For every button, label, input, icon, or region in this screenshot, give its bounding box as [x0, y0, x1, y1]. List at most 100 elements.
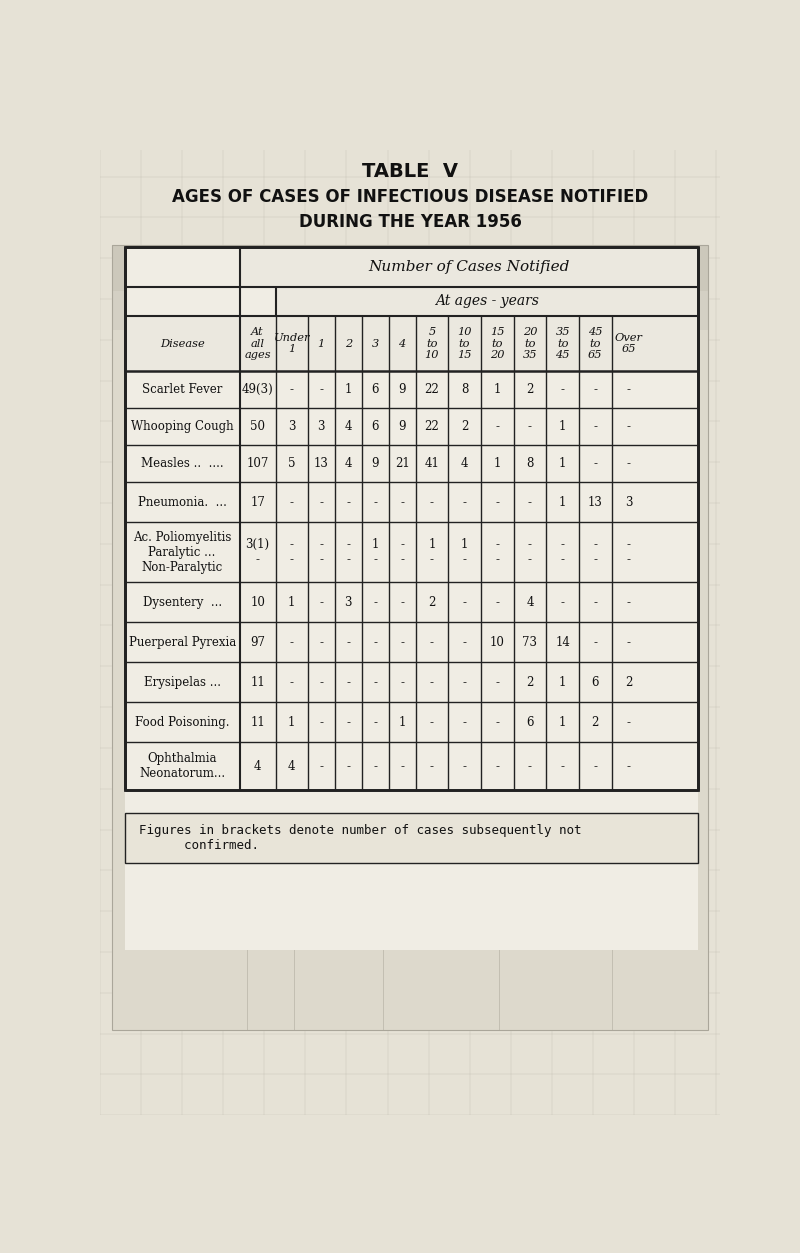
Text: 2: 2	[526, 383, 534, 396]
Text: Ac. Poliomyelitis
Paralytic ...
Non-Paralytic: Ac. Poliomyelitis Paralytic ... Non-Para…	[133, 531, 231, 574]
Text: Measles ..  ....: Measles .. ....	[141, 457, 223, 470]
Bar	[125, 316, 698, 371]
Text: 41: 41	[425, 457, 439, 470]
Text: -: -	[627, 596, 631, 609]
Text: 1: 1	[494, 457, 501, 470]
Text: 1: 1	[559, 420, 566, 434]
Text: Dysentery  ...: Dysentery ...	[142, 596, 222, 609]
Text: -: -	[319, 675, 323, 689]
Text: -: -	[594, 420, 598, 434]
Text: -: -	[495, 759, 499, 773]
Text: -: -	[290, 383, 294, 396]
Text: -: -	[627, 420, 631, 434]
Text: 14: 14	[555, 635, 570, 649]
Text: -: -	[495, 420, 499, 434]
Bar	[112, 246, 708, 1030]
Text: -: -	[319, 635, 323, 649]
Text: Ophthalmia
Neonatorum...: Ophthalmia Neonatorum...	[139, 752, 226, 781]
Text: 4: 4	[288, 759, 295, 773]
Text: 1: 1	[318, 338, 325, 348]
Text: 6: 6	[371, 383, 379, 396]
Text: DURING THE YEAR 1956: DURING THE YEAR 1956	[298, 213, 522, 231]
Text: 50: 50	[250, 420, 265, 434]
Text: -: -	[346, 675, 350, 689]
Text: 1: 1	[288, 715, 295, 729]
Text: -: -	[594, 759, 598, 773]
Text: -
-: - -	[627, 539, 631, 566]
Text: 8: 8	[526, 457, 534, 470]
Text: 6: 6	[371, 420, 379, 434]
Text: -: -	[319, 715, 323, 729]
Text: Pneumonia.  ...: Pneumonia. ...	[138, 496, 226, 509]
Text: -: -	[462, 715, 466, 729]
Text: -: -	[462, 496, 466, 509]
Text: -: -	[373, 496, 377, 509]
Text: 1: 1	[398, 715, 406, 729]
Text: 2: 2	[526, 675, 534, 689]
Text: Food Poisoning.: Food Poisoning.	[135, 715, 230, 729]
Text: -: -	[528, 496, 532, 509]
Bar	[125, 813, 698, 863]
Text: -: -	[495, 596, 499, 609]
Text: 3: 3	[371, 338, 378, 348]
Text: 1: 1	[494, 383, 501, 396]
Text: 3: 3	[345, 596, 352, 609]
Text: 1
-: 1 -	[461, 539, 468, 566]
Text: -: -	[627, 635, 631, 649]
Text: Puerperal Pyrexia: Puerperal Pyrexia	[129, 635, 236, 649]
Text: Under
1: Under 1	[274, 333, 310, 355]
Text: -: -	[400, 596, 404, 609]
Bar	[112, 291, 708, 330]
Text: TABLE  V: TABLE V	[362, 163, 458, 182]
Text: -: -	[594, 383, 598, 396]
Text: -: -	[594, 457, 598, 470]
Text: -: -	[462, 596, 466, 609]
Text: 10
to
15: 10 to 15	[458, 327, 472, 360]
Text: 1
-: 1 -	[428, 539, 435, 566]
Text: -: -	[462, 759, 466, 773]
Text: -: -	[627, 759, 631, 773]
Text: -: -	[627, 383, 631, 396]
Text: 4: 4	[461, 457, 468, 470]
Text: 9: 9	[398, 383, 406, 396]
Text: -: -	[594, 596, 598, 609]
Text: -: -	[400, 759, 404, 773]
Text: -: -	[561, 596, 565, 609]
Text: 3: 3	[288, 420, 295, 434]
Text: -: -	[290, 496, 294, 509]
Bar	[112, 246, 708, 291]
Text: 3: 3	[318, 420, 325, 434]
Text: 20
to
35: 20 to 35	[522, 327, 538, 360]
Text: 11: 11	[250, 675, 265, 689]
Text: -: -	[430, 635, 434, 649]
Text: -: -	[290, 675, 294, 689]
Text: At ages - years: At ages - years	[435, 294, 539, 308]
Text: 1: 1	[559, 496, 566, 509]
Text: 13: 13	[314, 457, 329, 470]
Text: At
all
ages: At all ages	[244, 327, 271, 360]
Text: -: -	[430, 715, 434, 729]
Text: -: -	[430, 496, 434, 509]
Text: 9: 9	[371, 457, 379, 470]
Text: AGES OF CASES OF INFECTIOUS DISEASE NOTIFIED: AGES OF CASES OF INFECTIOUS DISEASE NOTI…	[172, 188, 648, 205]
Text: 22: 22	[425, 420, 439, 434]
Text: 1: 1	[559, 457, 566, 470]
Text: Over
65: Over 65	[615, 333, 643, 355]
Text: 5: 5	[288, 457, 295, 470]
Text: -: -	[319, 383, 323, 396]
Text: -: -	[319, 496, 323, 509]
Text: 49(3): 49(3)	[242, 383, 274, 396]
Text: -: -	[373, 596, 377, 609]
Text: 45
to
65: 45 to 65	[588, 327, 602, 360]
Bar	[125, 247, 698, 791]
Text: 97: 97	[250, 635, 265, 649]
Text: -: -	[430, 759, 434, 773]
Text: -: -	[528, 420, 532, 434]
Text: Disease: Disease	[160, 338, 205, 348]
Text: -
-: - -	[495, 539, 499, 566]
Text: 1: 1	[559, 715, 566, 729]
Text: -: -	[373, 635, 377, 649]
Text: -
-: - -	[561, 539, 565, 566]
Text: -: -	[373, 675, 377, 689]
Text: -
-: - -	[528, 539, 532, 566]
